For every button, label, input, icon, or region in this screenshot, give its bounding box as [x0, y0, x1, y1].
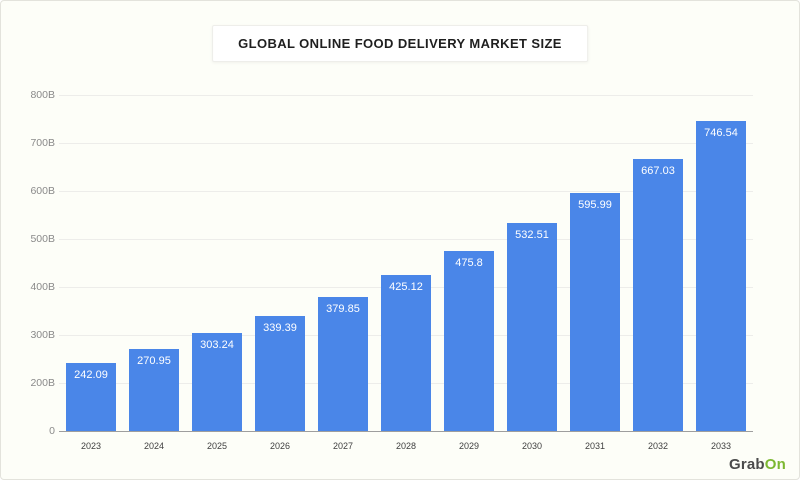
x-axis-tick-label: 2028: [395, 441, 417, 451]
bar-value-label: 242.09: [74, 368, 108, 381]
bar-value-label: 425.12: [389, 280, 423, 293]
x-axis-tick-label: 2032: [647, 441, 669, 451]
x-axis-tick-label: 2030: [521, 441, 543, 451]
bar-2030: 532.51: [507, 223, 557, 431]
bar-2031: 595.99: [570, 192, 620, 431]
bar-value-label: 532.51: [515, 229, 549, 242]
bar-2027: 379.85: [318, 296, 368, 431]
bar-2029: 475.8: [444, 250, 494, 431]
bar-2033: 746.54: [696, 120, 746, 431]
grabon-logo-on-text: On: [764, 456, 786, 473]
bar-value-label: 303.24: [200, 339, 234, 352]
chart-title: GLOBAL ONLINE FOOD DELIVERY MARKET SIZE: [212, 25, 588, 62]
x-axis-tick-label: 2026: [269, 441, 291, 451]
y-axis-tick-label: 300B: [30, 329, 55, 341]
y-axis-tick-label: 800B: [30, 89, 55, 101]
bar-2032: 667.03: [633, 158, 683, 431]
bar-2024: 270.95: [129, 348, 179, 431]
bar-value-label: 379.85: [326, 302, 360, 315]
y-axis-tick-label: 400B: [30, 281, 55, 293]
x-axis-tick-label: 2024: [143, 441, 165, 451]
y-axis-tick-label: 200B: [30, 377, 55, 389]
x-axis-tick-label: 2033: [710, 441, 732, 451]
y-axis-tick-label: 0: [49, 425, 55, 437]
x-axis-tick-label: 2027: [332, 441, 354, 451]
bar-value-label: 667.03: [641, 164, 675, 177]
y-gridline: [59, 191, 753, 192]
grabon-logo: GrabOn: [729, 456, 786, 473]
y-axis-tick-label: 500B: [30, 233, 55, 245]
y-gridline: [59, 239, 753, 240]
grabon-logo-grab-text: Grab: [728, 456, 765, 473]
bar-2025: 303.24: [192, 333, 242, 431]
x-axis-tick-label: 2023: [80, 441, 102, 451]
bar-value-label: 339.39: [263, 322, 297, 335]
bar-value-label: 595.99: [578, 198, 612, 211]
bar-value-label: 270.95: [137, 354, 171, 367]
x-axis-line: [59, 431, 753, 432]
bar-value-label: 746.54: [704, 126, 738, 139]
x-axis-tick-label: 2029: [458, 441, 480, 451]
bar-2026: 339.39: [255, 316, 305, 431]
x-axis-tick-label: 2031: [584, 441, 606, 451]
bar-2023: 242.09: [66, 362, 116, 431]
bar-value-label: 475.8: [455, 256, 483, 269]
y-axis-tick-label: 600B: [30, 185, 55, 197]
x-axis-tick-label: 2025: [206, 441, 228, 451]
bar-2028: 425.12: [381, 274, 431, 431]
y-gridline: [59, 143, 753, 144]
y-axis-tick-label: 700B: [30, 137, 55, 149]
y-gridline: [59, 95, 753, 96]
